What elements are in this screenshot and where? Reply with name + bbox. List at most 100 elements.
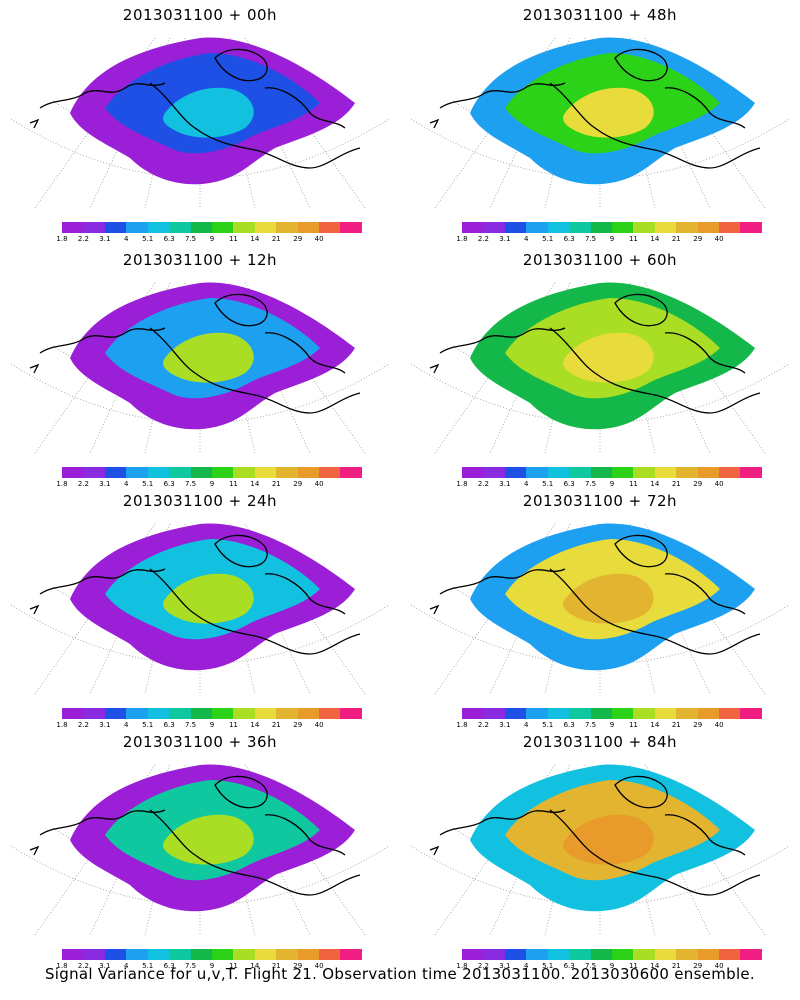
colorbar-swatch — [633, 708, 655, 719]
colorbar-label: 29 — [693, 480, 703, 488]
colorbar-swatch — [590, 949, 612, 960]
colorbar-swatch — [211, 222, 234, 233]
colorbar-label: 7.5 — [584, 480, 597, 488]
coastline — [29, 48, 361, 169]
forecast-panel-36h: 2013031100 + 36h 1.8 2.2 3.1 4 5.1 6.3 7.5 9 11 14… — [0, 727, 400, 971]
coastline — [29, 775, 361, 896]
colorbar-swatch — [462, 222, 484, 233]
colorbar — [62, 949, 362, 960]
colorbar-label: 9 — [209, 962, 215, 970]
colorbar-label: 6.3 — [163, 235, 175, 243]
colorbar-swatch — [340, 708, 362, 719]
colorbar-label: 29 — [693, 721, 703, 729]
colorbar-swatch — [319, 467, 341, 478]
colorbar-label: 4 — [124, 480, 129, 488]
colorbar-label: 2.2 — [77, 962, 89, 970]
colorbar-swatch — [297, 222, 320, 233]
panel-title: 2013031100 + 72h — [522, 492, 678, 510]
colorbar-swatch — [697, 949, 720, 960]
colorbar-swatch — [676, 708, 698, 719]
colorbar-label: 5.1 — [542, 962, 554, 970]
colorbar-labels: 1.8 2.2 3.1 4 5.1 6.3 7.5 9 11 14 21 29 40 — [456, 721, 762, 730]
colorbar-label: 29 — [293, 480, 303, 488]
colorbar-swatch — [233, 467, 255, 478]
colorbar-label: 1.8 — [56, 235, 68, 243]
colorbar-label: 7.5 — [584, 235, 597, 243]
colorbar-swatch — [104, 222, 127, 233]
colorbar-swatch — [654, 708, 677, 719]
colorbar-label: 7.5 — [584, 962, 597, 970]
colorbar-swatch — [719, 222, 741, 233]
variance-map — [10, 523, 390, 695]
colorbar-label: 5.1 — [142, 721, 154, 729]
colorbar-label: 5.1 — [142, 962, 154, 970]
colorbar-label: 3.1 — [99, 962, 111, 970]
variance-map — [410, 523, 790, 695]
variance-map — [10, 37, 390, 209]
colorbar-label: 11 — [628, 235, 638, 243]
colorbar-label: 11 — [628, 480, 638, 488]
colorbar-swatch — [633, 467, 655, 478]
colorbar-label: 11 — [228, 480, 238, 488]
colorbar-label: 7.5 — [184, 721, 197, 729]
colorbar-swatch — [697, 467, 720, 478]
colorbar-swatch — [169, 949, 191, 960]
colorbar-swatch — [169, 467, 191, 478]
colorbar-swatch — [504, 222, 527, 233]
colorbar-swatch — [147, 949, 170, 960]
colorbar-swatch — [319, 222, 341, 233]
colorbar-swatch — [633, 222, 655, 233]
colorbar-label: 2.2 — [477, 235, 489, 243]
colorbar-swatch — [611, 222, 634, 233]
panel-title: 2013031100 + 60h — [522, 251, 678, 269]
colorbar-swatch — [719, 708, 741, 719]
colorbar-label: 2.2 — [477, 480, 489, 488]
colorbar-swatch — [233, 222, 255, 233]
colorbar-label: 29 — [293, 235, 303, 243]
colorbar-label: 21 — [271, 235, 281, 243]
colorbar-swatch — [104, 467, 127, 478]
colorbar-label: 7.5 — [184, 235, 197, 243]
colorbar-swatch — [104, 949, 127, 960]
coastline — [429, 534, 761, 655]
colorbar — [62, 467, 362, 478]
colorbar-label: 14 — [250, 962, 260, 970]
variance-map — [10, 764, 390, 936]
colorbar-swatch — [462, 949, 484, 960]
colorbar-label: 14 — [650, 480, 660, 488]
colorbar-label: 2.2 — [77, 721, 89, 729]
colorbar-swatch — [697, 708, 720, 719]
colorbar-label: 1.8 — [456, 235, 468, 243]
colorbar-label: 4 — [524, 480, 529, 488]
variance-field-core — [163, 814, 254, 865]
colorbar-swatch — [319, 949, 341, 960]
colorbar-swatch — [340, 467, 362, 478]
colorbar-label: 7.5 — [184, 480, 197, 488]
colorbar-swatch — [611, 949, 634, 960]
colorbar-label: 40 — [314, 721, 324, 729]
colorbar-swatch — [483, 708, 505, 719]
colorbar-swatch — [504, 467, 527, 478]
colorbar-swatch — [611, 708, 634, 719]
colorbar-label: 2.2 — [477, 962, 489, 970]
colorbar-labels: 1.8 2.2 3.1 4 5.1 6.3 7.5 9 11 14 21 29 40 — [456, 962, 762, 971]
colorbar-swatch — [483, 222, 505, 233]
colorbar-swatch — [590, 467, 612, 478]
forecast-panel-48h: 2013031100 + 48h 1.8 2.2 3.1 4 5.1 6.3 7.5 9 11 14… — [400, 0, 800, 244]
colorbar-label: 21 — [671, 480, 681, 488]
colorbar-swatch — [62, 708, 84, 719]
colorbar-swatch — [83, 467, 105, 478]
colorbar-label: 6.3 — [163, 480, 175, 488]
colorbar-swatch — [211, 949, 234, 960]
forecast-panel-12h: 2013031100 + 12h 1.8 2.2 3.1 4 5.1 6.3 7.5 9 11 14… — [0, 245, 400, 488]
colorbar-labels: 1.8 2.2 3.1 4 5.1 6.3 7.5 9 11 14 21 29 40 — [56, 721, 362, 730]
colorbar-swatch — [590, 222, 612, 233]
colorbar-label: 21 — [671, 962, 681, 970]
colorbar-label: 29 — [293, 721, 303, 729]
colorbar-swatch — [276, 708, 298, 719]
variance-map — [410, 37, 790, 209]
panel-title: 2013031100 + 00h — [122, 6, 278, 24]
colorbar-labels: 1.8 2.2 3.1 4 5.1 6.3 7.5 9 11 14 21 29 40 — [56, 962, 362, 971]
colorbar-labels: 1.8 2.2 3.1 4 5.1 6.3 7.5 9 11 14 21 29 40 — [456, 235, 762, 244]
colorbar — [462, 222, 762, 233]
